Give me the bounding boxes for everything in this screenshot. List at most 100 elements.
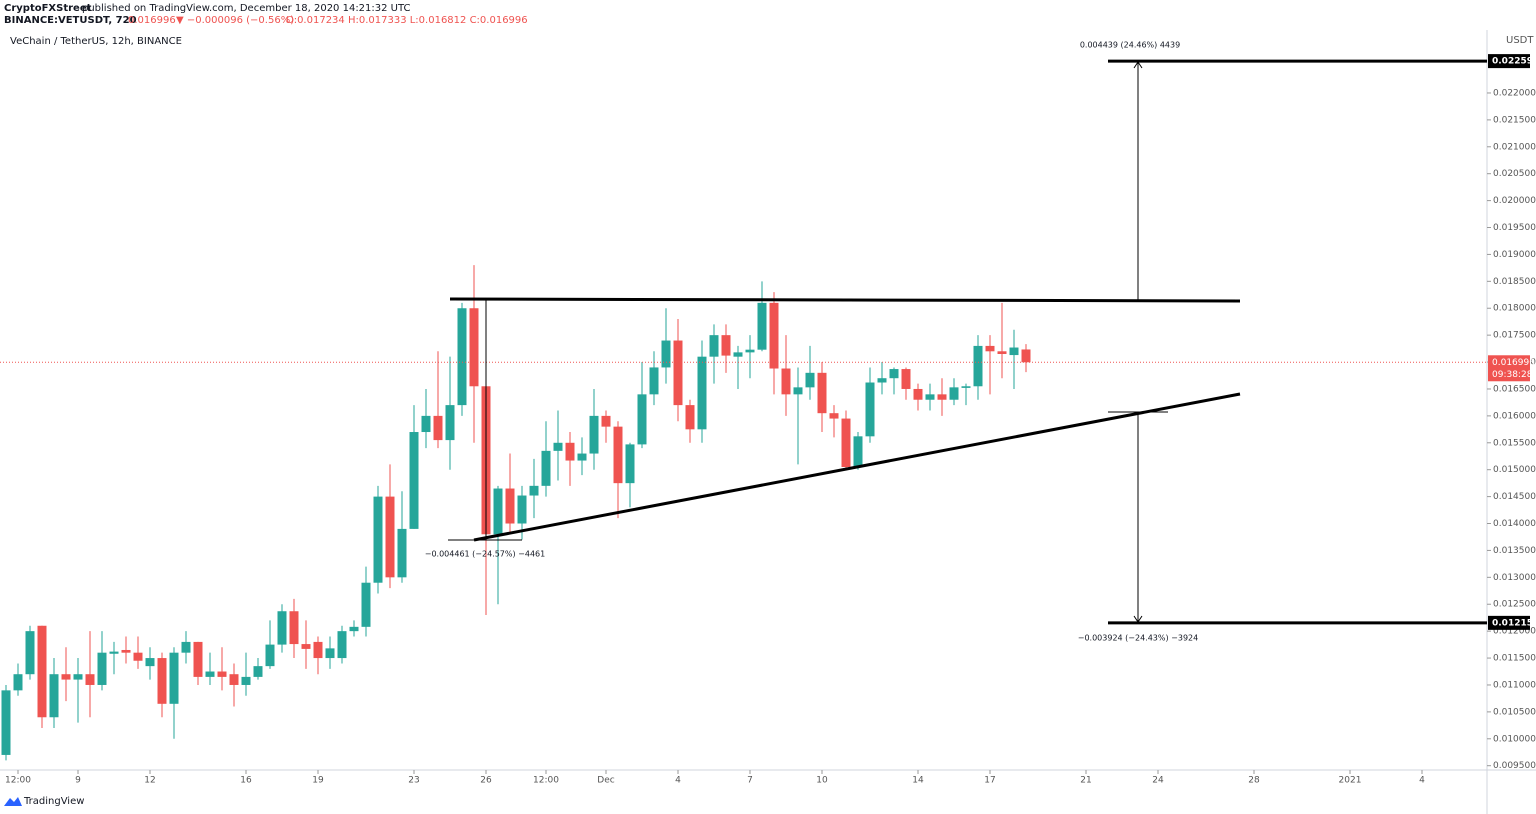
candle-body — [589, 415, 599, 454]
y-tick-label: 0.011000 — [1493, 680, 1536, 690]
candle-body — [805, 372, 815, 388]
candle-body — [457, 308, 467, 406]
candle-body — [745, 349, 755, 353]
candle-body — [1021, 349, 1031, 363]
y-tick-label: 0.015500 — [1493, 438, 1536, 448]
candle-body — [337, 631, 347, 659]
candle-body — [841, 418, 851, 468]
y-tick-label: 0.022000 — [1493, 88, 1536, 98]
logo: TradingView — [4, 796, 84, 807]
candle-body — [205, 671, 215, 677]
candle-body — [541, 450, 551, 486]
x-tick-label: 2021 — [1339, 776, 1362, 786]
candle-body — [937, 394, 947, 400]
level-label: 0.022592 — [1492, 57, 1536, 67]
candle-body — [865, 382, 875, 437]
x-tick-label: 17 — [984, 776, 995, 786]
candle-body — [445, 405, 455, 441]
candle-body — [829, 413, 839, 419]
candle-body — [601, 415, 611, 427]
candle-body — [85, 674, 95, 685]
candle-body — [925, 394, 935, 400]
candle-body — [217, 671, 227, 677]
candle-body — [361, 582, 371, 627]
candle-body — [157, 658, 167, 704]
candle-body — [649, 367, 659, 395]
candle-body — [433, 415, 443, 441]
y-tick-label: 0.012000 — [1493, 627, 1536, 637]
y-tick-label: 0.020000 — [1493, 196, 1536, 206]
candle-body — [853, 436, 863, 468]
y-tick-label: 0.010500 — [1493, 707, 1536, 717]
candle-body — [289, 611, 299, 645]
candle-body — [49, 674, 59, 718]
y-tick-label: 0.012500 — [1493, 600, 1536, 610]
candle-body — [469, 308, 479, 387]
last-value: 0.016996 — [128, 15, 176, 26]
candle-body — [277, 611, 287, 645]
y-tick-label: 0.019000 — [1493, 250, 1536, 260]
candle-body — [121, 649, 131, 653]
brand: TradingView — [23, 796, 84, 807]
candle-body — [637, 394, 647, 445]
candle-body — [721, 335, 731, 356]
y-tick-label: 0.010000 — [1493, 734, 1536, 744]
candle-body — [613, 426, 623, 484]
x-tick-label: 24 — [1152, 776, 1164, 786]
support-line — [473, 392, 1241, 542]
candle-body — [577, 453, 587, 461]
y-tick-label: 0.018000 — [1493, 304, 1536, 314]
ohlc: O:0.017234 H:0.017333 L:0.016812 C:0.016… — [286, 15, 528, 26]
y-tick-label: 0.019500 — [1493, 223, 1536, 233]
x-tick-label: 16 — [240, 776, 252, 786]
x-tick-label: 28 — [1248, 776, 1260, 786]
candle-body — [325, 648, 335, 659]
candle-body — [661, 340, 671, 368]
candle-body — [73, 674, 83, 680]
candle-body — [685, 405, 695, 430]
x-tick-label: 12:00 — [533, 776, 559, 786]
level-tag — [1488, 54, 1530, 69]
y-tick-label: 0.013000 — [1493, 573, 1536, 583]
candle-body — [109, 651, 119, 654]
candle-body — [757, 302, 767, 350]
candle-body — [61, 674, 71, 680]
candle-body — [997, 351, 1007, 354]
candle-body — [625, 444, 635, 484]
candle-body — [973, 345, 983, 387]
level-tag — [1488, 615, 1530, 630]
y-tick-label: 0.016500 — [1493, 384, 1536, 394]
candle-body — [1009, 347, 1019, 356]
candle-body — [397, 528, 407, 578]
y-tick-label: 0.011500 — [1493, 654, 1536, 664]
y-tick-label: 0.017500 — [1493, 331, 1536, 341]
candle-body — [169, 652, 179, 704]
candle-body — [193, 641, 203, 677]
candle-body — [913, 388, 923, 400]
candle-body — [409, 432, 419, 529]
candle-body — [781, 368, 791, 395]
x-tick-label: 26 — [480, 776, 492, 786]
y-tick-label: 0.015000 — [1493, 465, 1536, 475]
y-tick-label: 0.016000 — [1493, 411, 1536, 421]
x-tick-label: 7 — [747, 776, 753, 786]
candle-body — [889, 369, 899, 379]
x-tick-label: 4 — [675, 776, 681, 786]
measurement: 0.004439 (24.46%) 4439 — [1080, 41, 1180, 50]
y-tick-label: 0.018500 — [1493, 277, 1536, 287]
x-tick-label: 9 — [75, 776, 81, 786]
candle-body — [985, 345, 995, 352]
measurement: −0.003924 (−24.43%) −3924 — [1078, 634, 1198, 643]
x-tick-label: 12 — [144, 776, 155, 786]
candle-body — [133, 652, 143, 661]
candle-body — [565, 442, 575, 461]
last-price-tag — [1488, 355, 1530, 382]
candle-body — [673, 340, 683, 406]
candle-body — [421, 415, 431, 433]
countdown: 09:38:28 — [1492, 370, 1533, 380]
candle-body — [697, 356, 707, 430]
x-tick-label: 23 — [408, 776, 419, 786]
candle-body — [709, 335, 719, 357]
y-tick-label: 0.009500 — [1493, 761, 1536, 771]
